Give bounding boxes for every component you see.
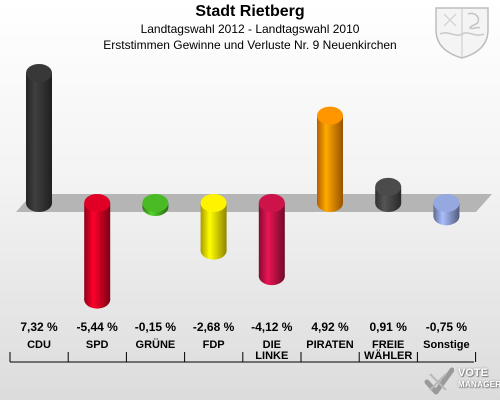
bar-top-cap (26, 64, 52, 82)
bar-bottom-cap (375, 194, 402, 212)
category-label: DIE LINKE (244, 340, 300, 362)
value-label: -5,44 % (76, 320, 118, 334)
category-label-line: CDU (27, 339, 51, 351)
bar-piraten (317, 115, 343, 203)
category-label-line: FDP (202, 339, 225, 351)
chart-subtitle: Landtagswahl 2012 - Landtagswahl 2010 (140, 22, 360, 36)
bar-top-cap (375, 177, 402, 196)
category-label: SPD (69, 340, 125, 351)
baseline-plane (16, 194, 492, 212)
vote-manager-brand: VOTE MANAGER (428, 368, 500, 390)
bar-bottom-cap (317, 194, 343, 212)
value-label: 4,92 % (311, 320, 349, 334)
category-label: FDP (186, 340, 242, 351)
value-label: -0,15 % (134, 320, 177, 334)
bar-bottom-cap (258, 267, 285, 286)
category-label: Sonstige (418, 340, 474, 351)
chart-title: Stadt Rietberg (195, 3, 305, 20)
bar-die-linke (258, 203, 285, 277)
bar-top-cap (200, 194, 227, 212)
bar-bottom-cap (433, 207, 460, 226)
category-label: FREIE WÄHLER (360, 340, 416, 362)
value-label: -2,68 % (192, 320, 235, 334)
category-label: CDU (11, 340, 67, 351)
value-label: 0,91 % (369, 320, 407, 334)
bars-group (26, 64, 460, 309)
category-label-line: FREIE (371, 339, 405, 351)
bar-top-cap (84, 194, 111, 212)
bar-top-cap (317, 106, 343, 125)
category-label-line: GRÜNE (135, 339, 176, 351)
coat-of-arms-icon (435, 7, 489, 59)
category-label-line: LINKE (255, 350, 289, 362)
category-label-line: Sonstige (423, 339, 470, 351)
bar-top-cap (433, 194, 460, 212)
value-label: 7,32 % (20, 320, 58, 334)
chart-subtitle-2: Erststimmen Gewinne und Verluste Nr. 9 N… (103, 38, 397, 52)
category-label-line: DIE (262, 339, 281, 351)
category-label-line: SPD (85, 339, 109, 351)
value-label: -4,12 % (251, 320, 293, 334)
bar-cdu (26, 73, 52, 203)
category-label: PIRATEN (302, 340, 358, 351)
bar-bottom-cap (26, 194, 52, 212)
brand-line-1: VOTE (458, 367, 488, 379)
bar-bottom-cap (84, 290, 111, 309)
value-label: -0,75 % (425, 320, 468, 334)
category-label: GRÜNE (127, 340, 183, 351)
brand-line-2: MANAGER (458, 380, 500, 389)
bar-top-cap (142, 194, 169, 212)
bar-top-cap (258, 194, 285, 212)
bar-spd (84, 203, 111, 300)
category-label-line: WÄHLER (364, 350, 413, 362)
category-label-line: PIRATEN (306, 339, 354, 351)
vote-manager-logo-icon (424, 367, 454, 395)
bar-bottom-cap (200, 241, 227, 260)
